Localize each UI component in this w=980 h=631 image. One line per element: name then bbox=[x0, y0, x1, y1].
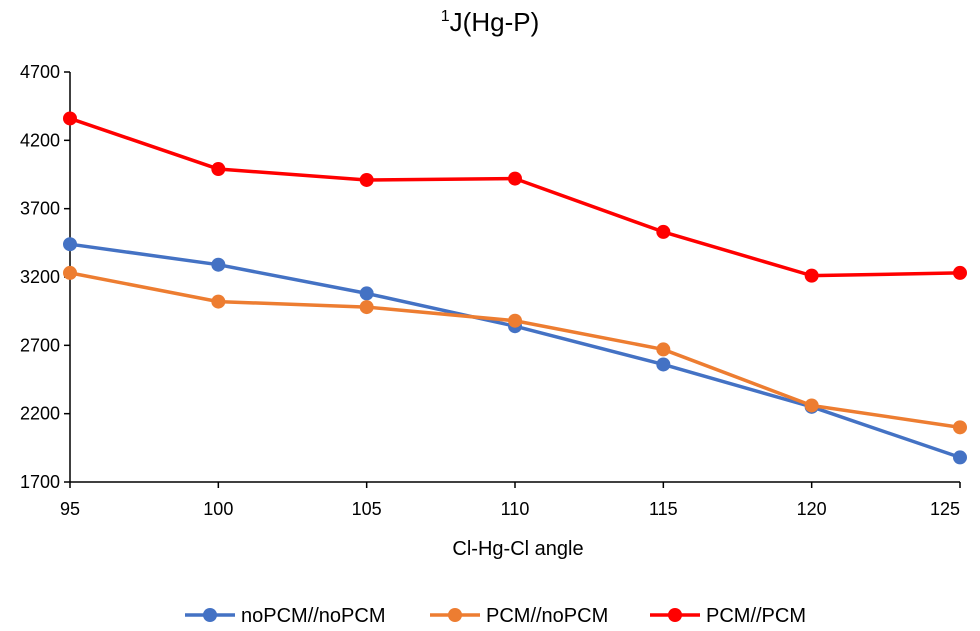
y-tick-label: 2200 bbox=[20, 404, 60, 424]
x-axis-label: Cl-Hg-Cl angle bbox=[452, 538, 583, 560]
y-axis-ticks: 1700 2200 2700 3200 3700 4200 4700 bbox=[20, 62, 70, 492]
series-line bbox=[69, 271, 961, 430]
chart-title-text: J(Hg-P) bbox=[450, 7, 540, 37]
x-tick-label: 120 bbox=[797, 499, 827, 519]
data-point bbox=[656, 224, 671, 239]
chart-title: 1J(Hg-P) bbox=[441, 7, 539, 37]
legend-label: PCM//PCM bbox=[706, 605, 806, 627]
x-tick-label: 95 bbox=[60, 499, 80, 519]
data-point bbox=[953, 265, 967, 280]
legend-marker bbox=[448, 608, 462, 622]
x-tick-label: 105 bbox=[352, 499, 382, 519]
y-tick-label: 4200 bbox=[20, 130, 60, 150]
data-point bbox=[656, 357, 671, 372]
data-point bbox=[211, 294, 226, 309]
data-point bbox=[63, 265, 77, 280]
x-tick-label: 100 bbox=[203, 499, 233, 519]
series-layer bbox=[63, 111, 967, 465]
x-tick-label: 110 bbox=[501, 499, 530, 519]
series-line bbox=[69, 116, 961, 278]
data-point bbox=[656, 342, 671, 357]
legend-item: noPCM//noPCM bbox=[185, 605, 386, 627]
series-1 bbox=[63, 237, 967, 465]
data-point bbox=[508, 171, 522, 186]
data-point bbox=[359, 286, 374, 301]
data-point bbox=[359, 300, 374, 315]
chart-title-superscript: 1 bbox=[441, 8, 450, 25]
y-tick-label: 1700 bbox=[20, 472, 60, 492]
legend-marker bbox=[203, 608, 217, 622]
x-tick-label: 125 bbox=[930, 499, 960, 519]
legend: noPCM//noPCM PCM//noPCM PCM//PCM bbox=[185, 605, 806, 627]
data-point bbox=[804, 268, 819, 283]
data-point bbox=[804, 398, 819, 413]
series-3 bbox=[63, 111, 967, 283]
y-tick-label: 4700 bbox=[20, 62, 60, 82]
data-point bbox=[359, 172, 374, 187]
y-tick-label: 3700 bbox=[20, 199, 60, 219]
data-point bbox=[63, 111, 77, 126]
data-point bbox=[953, 420, 967, 435]
data-point bbox=[508, 313, 522, 328]
legend-item: PCM//PCM bbox=[650, 605, 806, 627]
data-point bbox=[211, 162, 226, 177]
data-point bbox=[211, 257, 226, 272]
y-tick-label: 3200 bbox=[20, 267, 60, 287]
y-tick-label: 2700 bbox=[20, 335, 60, 355]
legend-item: PCM//noPCM bbox=[430, 605, 608, 627]
data-point bbox=[63, 237, 77, 252]
x-tick-label: 115 bbox=[649, 499, 678, 519]
x-axis-ticks: 95 100 105 110 115 120 125 bbox=[60, 482, 961, 519]
series-2 bbox=[63, 265, 967, 435]
legend-label: PCM//noPCM bbox=[486, 605, 608, 627]
legend-marker bbox=[668, 608, 682, 622]
legend-label: noPCM//noPCM bbox=[241, 605, 386, 627]
data-point bbox=[953, 450, 967, 465]
